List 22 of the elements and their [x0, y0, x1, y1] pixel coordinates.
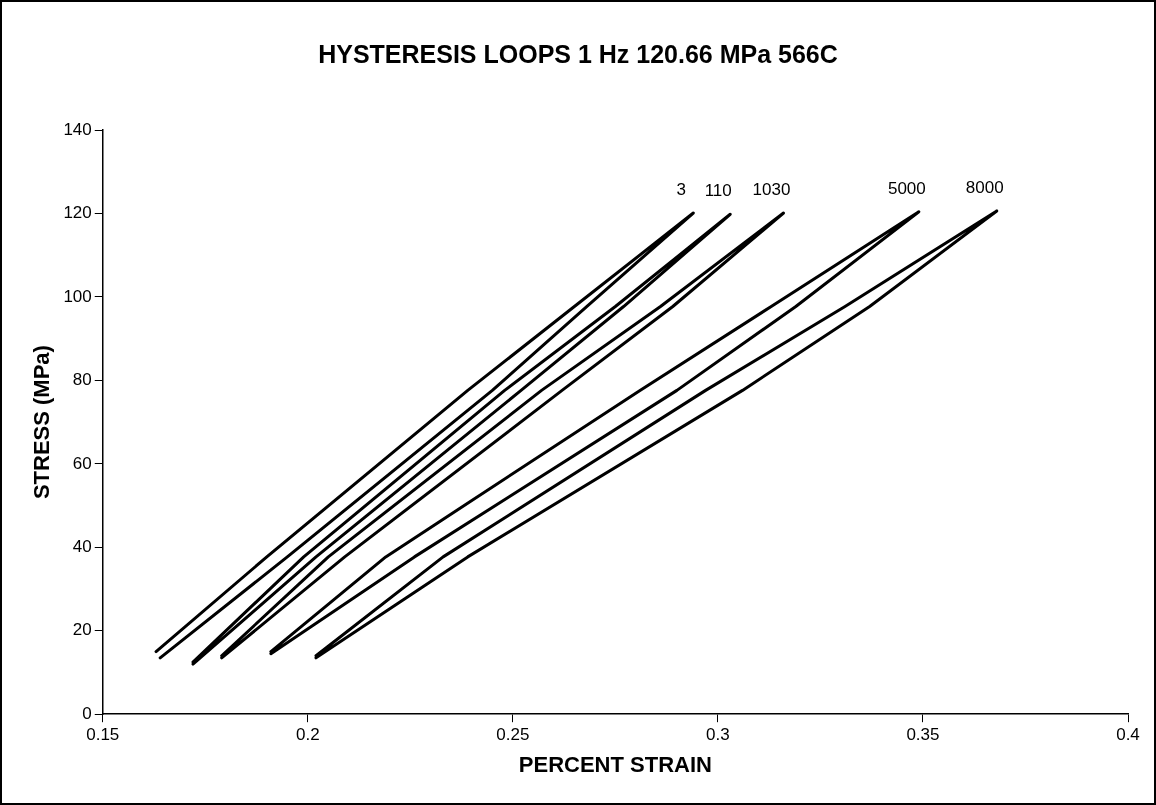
- y-tick-label: 60: [72, 453, 92, 473]
- x-tick-label: 0.25: [496, 725, 530, 745]
- y-tick-label: 40: [72, 536, 92, 556]
- x-tick-label: 0.4: [1116, 725, 1140, 745]
- x-tick-label: 0.3: [706, 725, 730, 745]
- x-tick-label: 0.2: [295, 725, 320, 745]
- chart-title: HYSTERESIS LOOPS 1 Hz 120.66 MPa 566C: [317, 40, 839, 69]
- y-tick-label: 20: [72, 620, 92, 640]
- y-tick-label: 100: [63, 286, 92, 306]
- x-tick-label: 0.15: [86, 725, 120, 745]
- series-label: 8000: [965, 178, 1004, 198]
- series-label: 5000: [887, 178, 926, 198]
- y-tick-label: 80: [72, 370, 92, 390]
- y-axis-title: STRESS (MPa): [29, 345, 55, 500]
- y-tick-label: 0: [82, 703, 92, 723]
- y-tick-label: 140: [63, 119, 92, 139]
- series-label: 110: [704, 181, 732, 201]
- y-tick-label: 120: [63, 203, 92, 223]
- x-tick-label: 0.35: [906, 725, 940, 745]
- series-label: 1030: [752, 180, 791, 200]
- x-axis-title: PERCENT STRAIN: [518, 751, 712, 777]
- series-label: 3: [676, 180, 687, 200]
